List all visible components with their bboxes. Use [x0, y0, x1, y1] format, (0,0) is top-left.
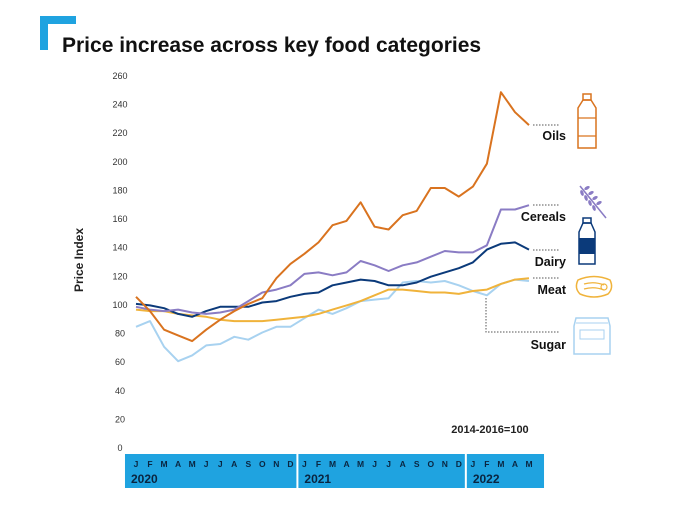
series-line-meat [135, 277, 530, 323]
y-axis: 0 20 40 60 80 100 120 140 160 180 200 220 240 260 [112, 71, 127, 453]
y-tick-label: 60 [115, 357, 125, 367]
x-tick-label: O [427, 459, 434, 469]
series-label-meat: Meat [538, 283, 567, 297]
y-tick-label: 240 [112, 100, 127, 110]
x-tick-label: F [484, 459, 489, 469]
x-tick-label: M [189, 459, 196, 469]
x-tick-label: J [386, 459, 391, 469]
wheat-icon [579, 185, 607, 219]
series-line-cereals [135, 204, 530, 315]
x-tick-label: N [442, 459, 448, 469]
year-band-2022 [466, 454, 545, 488]
series-labels: Oils Cereals Dairy Meat Sugar [485, 124, 567, 352]
x-tick-label: M [357, 459, 364, 469]
leader-line-sugar [485, 298, 560, 333]
y-tick-label: 0 [117, 443, 122, 453]
series-icons [573, 93, 613, 355]
year-label: 2021 [304, 472, 331, 486]
x-tick-label: J [218, 459, 223, 469]
y-tick-label: 140 [112, 243, 127, 253]
y-tick-label: 260 [112, 71, 127, 81]
series-label-sugar: Sugar [531, 338, 567, 352]
y-tick-label: 80 [115, 329, 125, 339]
x-tick-label: A [400, 459, 406, 469]
x-tick-label: J [204, 459, 209, 469]
x-tick-label: J [372, 459, 377, 469]
y-tick-label: 100 [112, 300, 127, 310]
plot-area [135, 91, 530, 363]
year-band-2021 [298, 454, 465, 488]
y-tick-label: 40 [115, 386, 125, 396]
series-line-sugar [135, 278, 530, 363]
x-tick-label: J [134, 459, 139, 469]
x-tick-label: M [497, 459, 504, 469]
x-tick-label: M [525, 459, 532, 469]
y-tick-label: 120 [112, 271, 127, 281]
brand-logo-icon [40, 16, 76, 50]
y-tick-label: 180 [112, 185, 127, 195]
x-tick-label: A [175, 459, 181, 469]
x-tick-label: S [414, 459, 420, 469]
sugar-bag-icon [573, 317, 611, 355]
x-tick-label: F [147, 459, 152, 469]
x-tick-label: J [470, 459, 475, 469]
series-label-dairy: Dairy [535, 255, 566, 269]
x-tick-label: A [343, 459, 349, 469]
milk-bottle-icon [578, 217, 596, 265]
series-line-dairy [135, 241, 530, 318]
x-tick-label: A [231, 459, 237, 469]
x-tick-label: F [316, 459, 321, 469]
series-line-oils [135, 91, 530, 343]
x-tick-label: N [273, 459, 279, 469]
year-label: 2022 [473, 472, 500, 486]
x-tick-label: A [512, 459, 518, 469]
x-tick-label: M [329, 459, 336, 469]
year-band-2020 [124, 454, 297, 488]
x-tick-label: S [245, 459, 251, 469]
x-tick-label: D [287, 459, 293, 469]
x-tick-label: M [161, 459, 168, 469]
base-period-note: 2014-2016=100 [451, 424, 528, 436]
year-label: 2020 [131, 472, 158, 486]
series-label-oils: Oils [542, 129, 566, 143]
y-tick-label: 160 [112, 214, 127, 224]
y-tick-label: 220 [112, 128, 127, 138]
oil-bottle-icon [577, 93, 597, 149]
y-tick-label: 20 [115, 414, 125, 424]
x-tick-label: J [302, 459, 307, 469]
y-axis-label: Price Index [72, 228, 86, 292]
meat-icon [575, 275, 613, 298]
series-label-cereals: Cereals [521, 210, 566, 224]
x-tick-label: D [456, 459, 462, 469]
chart-title: Price increase across key food categorie… [62, 34, 481, 57]
y-tick-label: 200 [112, 157, 127, 167]
x-tick-label: O [259, 459, 266, 469]
